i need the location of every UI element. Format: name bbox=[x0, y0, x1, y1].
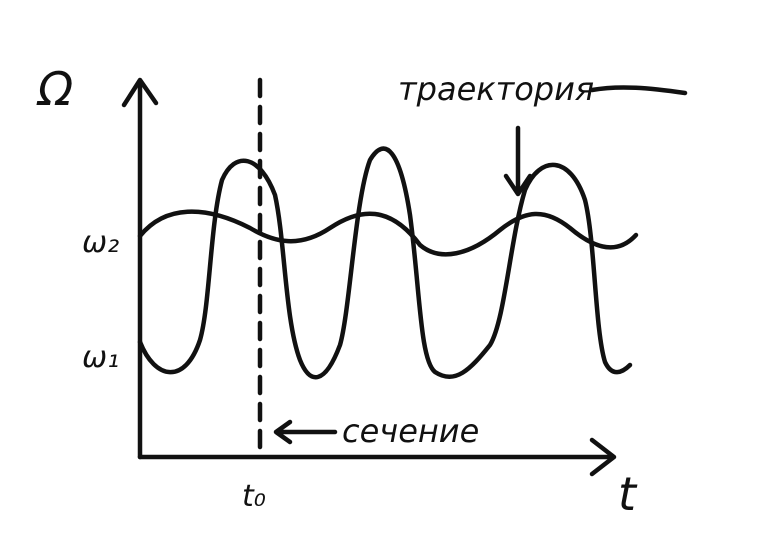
y-axis-arrowhead bbox=[121, 77, 159, 108]
trajectory-tail bbox=[589, 85, 688, 96]
x-axis-label: t bbox=[618, 467, 638, 521]
trajectory-arrow bbox=[503, 125, 533, 197]
low-amplitude-curve bbox=[137, 209, 639, 257]
section-arrow bbox=[273, 419, 338, 445]
omega1-label: ω₁ bbox=[82, 340, 119, 375]
t0-label: t₀ bbox=[242, 479, 266, 514]
high-amplitude-curve bbox=[137, 146, 633, 380]
y-axis-label: Ω bbox=[36, 62, 73, 116]
trajectory-label: траектория bbox=[398, 70, 594, 108]
axes bbox=[121, 77, 617, 477]
omega2-label: ω₂ bbox=[82, 225, 119, 260]
x-axis-arrowhead bbox=[589, 437, 617, 477]
section-label: сечение bbox=[342, 412, 479, 450]
